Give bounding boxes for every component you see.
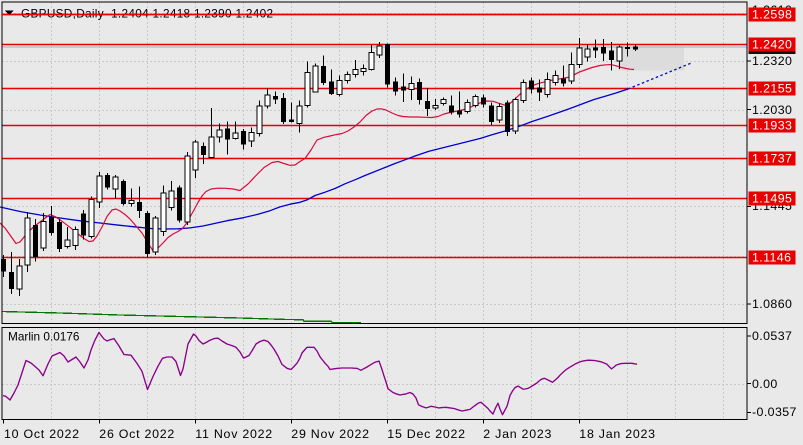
svg-text:1.1933: 1.1933 — [752, 119, 792, 133]
svg-text:1.0860: 1.0860 — [752, 297, 792, 311]
svg-text:26 Oct 2022: 26 Oct 2022 — [99, 427, 175, 441]
svg-text:1.2598: 1.2598 — [752, 8, 792, 22]
svg-text:0.0537: 0.0537 — [752, 329, 792, 343]
svg-text:0.00: 0.00 — [752, 377, 778, 391]
svg-text:1.1737: 1.1737 — [752, 152, 792, 166]
svg-text:Marlin 0.0176: Marlin 0.0176 — [8, 330, 80, 344]
svg-text:1.2420: 1.2420 — [752, 38, 792, 52]
svg-text:-0.0357: -0.0357 — [752, 405, 797, 419]
svg-text:18 Jan 2023: 18 Jan 2023 — [579, 427, 655, 441]
svg-text:1.2030: 1.2030 — [752, 103, 792, 117]
svg-text:10 Oct 2022: 10 Oct 2022 — [4, 427, 80, 441]
svg-text:15 Dec 2022: 15 Dec 2022 — [387, 427, 466, 441]
svg-text:11 Nov 2022: 11 Nov 2022 — [195, 427, 273, 441]
svg-text:2 Jan 2023: 2 Jan 2023 — [483, 427, 552, 441]
svg-text:1.1495: 1.1495 — [752, 192, 792, 206]
svg-text:1.1146: 1.1146 — [752, 251, 791, 265]
svg-text:29 Nov 2022: 29 Nov 2022 — [291, 427, 370, 441]
svg-text:GBPUSD,Daily 1.2404 1.2418 1.: GBPUSD,Daily 1.2404 1.2418 1.2390 1.2402 — [21, 7, 273, 21]
svg-text:1.2320: 1.2320 — [752, 54, 792, 68]
svg-text:1.2155: 1.2155 — [752, 82, 792, 96]
